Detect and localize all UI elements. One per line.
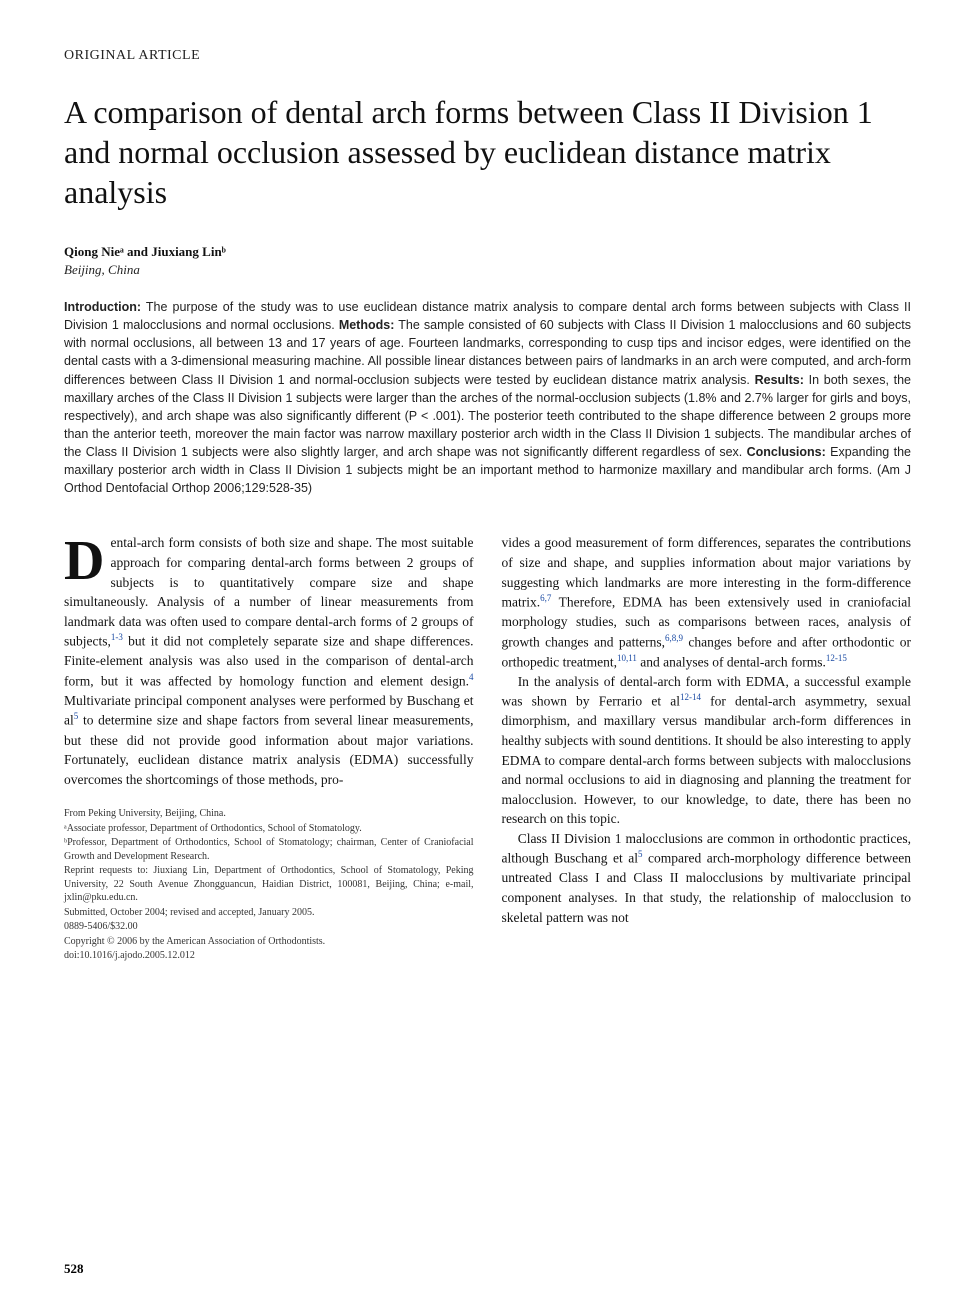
abstract: Introduction: The purpose of the study w… <box>64 298 911 497</box>
body-paragraph: Class II Division 1 malocclusions are co… <box>502 829 912 927</box>
footnotes: From Peking University, Beijing, China. … <box>64 807 474 963</box>
footnote-line: doi:10.1016/j.ajodo.2005.12.012 <box>64 949 474 963</box>
citation-sup: 12-14 <box>680 692 701 702</box>
citation-sup: 6,8,9 <box>665 633 683 643</box>
page-number: 528 <box>64 1261 84 1277</box>
citation-sup: 12-15 <box>826 653 847 663</box>
citation-sup: 4 <box>469 672 474 682</box>
dropcap: D <box>64 533 110 586</box>
body-text: and analyses of dental-arch forms. <box>637 654 826 669</box>
column-left: Dental-arch form consists of both size a… <box>64 533 474 963</box>
abstract-results-label: Results: <box>755 373 804 387</box>
body-columns: Dental-arch form consists of both size a… <box>64 533 911 963</box>
footnote-line: ᵇProfessor, Department of Orthodontics, … <box>64 836 474 863</box>
abstract-intro-label: Introduction: <box>64 300 141 314</box>
citation-sup: 1-3 <box>111 632 123 642</box>
citation-sup: 6,7 <box>540 593 551 603</box>
body-text: ental-arch form consists of both size an… <box>64 535 474 648</box>
abstract-methods-label: Methods: <box>339 318 395 332</box>
column-right: vides a good measurement of form differe… <box>502 533 912 963</box>
body-text: for dental-arch asymmetry, sexual dimorp… <box>502 694 912 826</box>
footnote-line: From Peking University, Beijing, China. <box>64 807 474 821</box>
footnote-line: Reprint requests to: Jiuxiang Lin, Depar… <box>64 864 474 905</box>
footnote-line: 0889-5406/$32.00 <box>64 920 474 934</box>
footnote-line: Submitted, October 2004; revised and acc… <box>64 906 474 920</box>
body-paragraph: In the analysis of dental-arch form with… <box>502 672 912 829</box>
article-title: A comparison of dental arch forms betwee… <box>64 92 911 212</box>
abstract-conclusions-label: Conclusions: <box>747 445 826 459</box>
body-text: but it did not completely separate size … <box>64 634 474 689</box>
body-text: to determine size and shape factors from… <box>64 713 474 787</box>
affiliation: Beijing, China <box>64 262 911 278</box>
authors: Qiong Nieᵃ and Jiuxiang Linᵇ <box>64 244 911 260</box>
body-paragraph: Dental-arch form consists of both size a… <box>64 533 474 789</box>
body-paragraph: vides a good measurement of form differe… <box>502 533 912 671</box>
citation-sup: 10,11 <box>617 653 637 663</box>
section-label: ORIGINAL ARTICLE <box>64 48 911 64</box>
footnote-line: ᵃAssociate professor, Department of Orth… <box>64 822 474 836</box>
footnote-line: Copyright © 2006 by the American Associa… <box>64 935 474 949</box>
